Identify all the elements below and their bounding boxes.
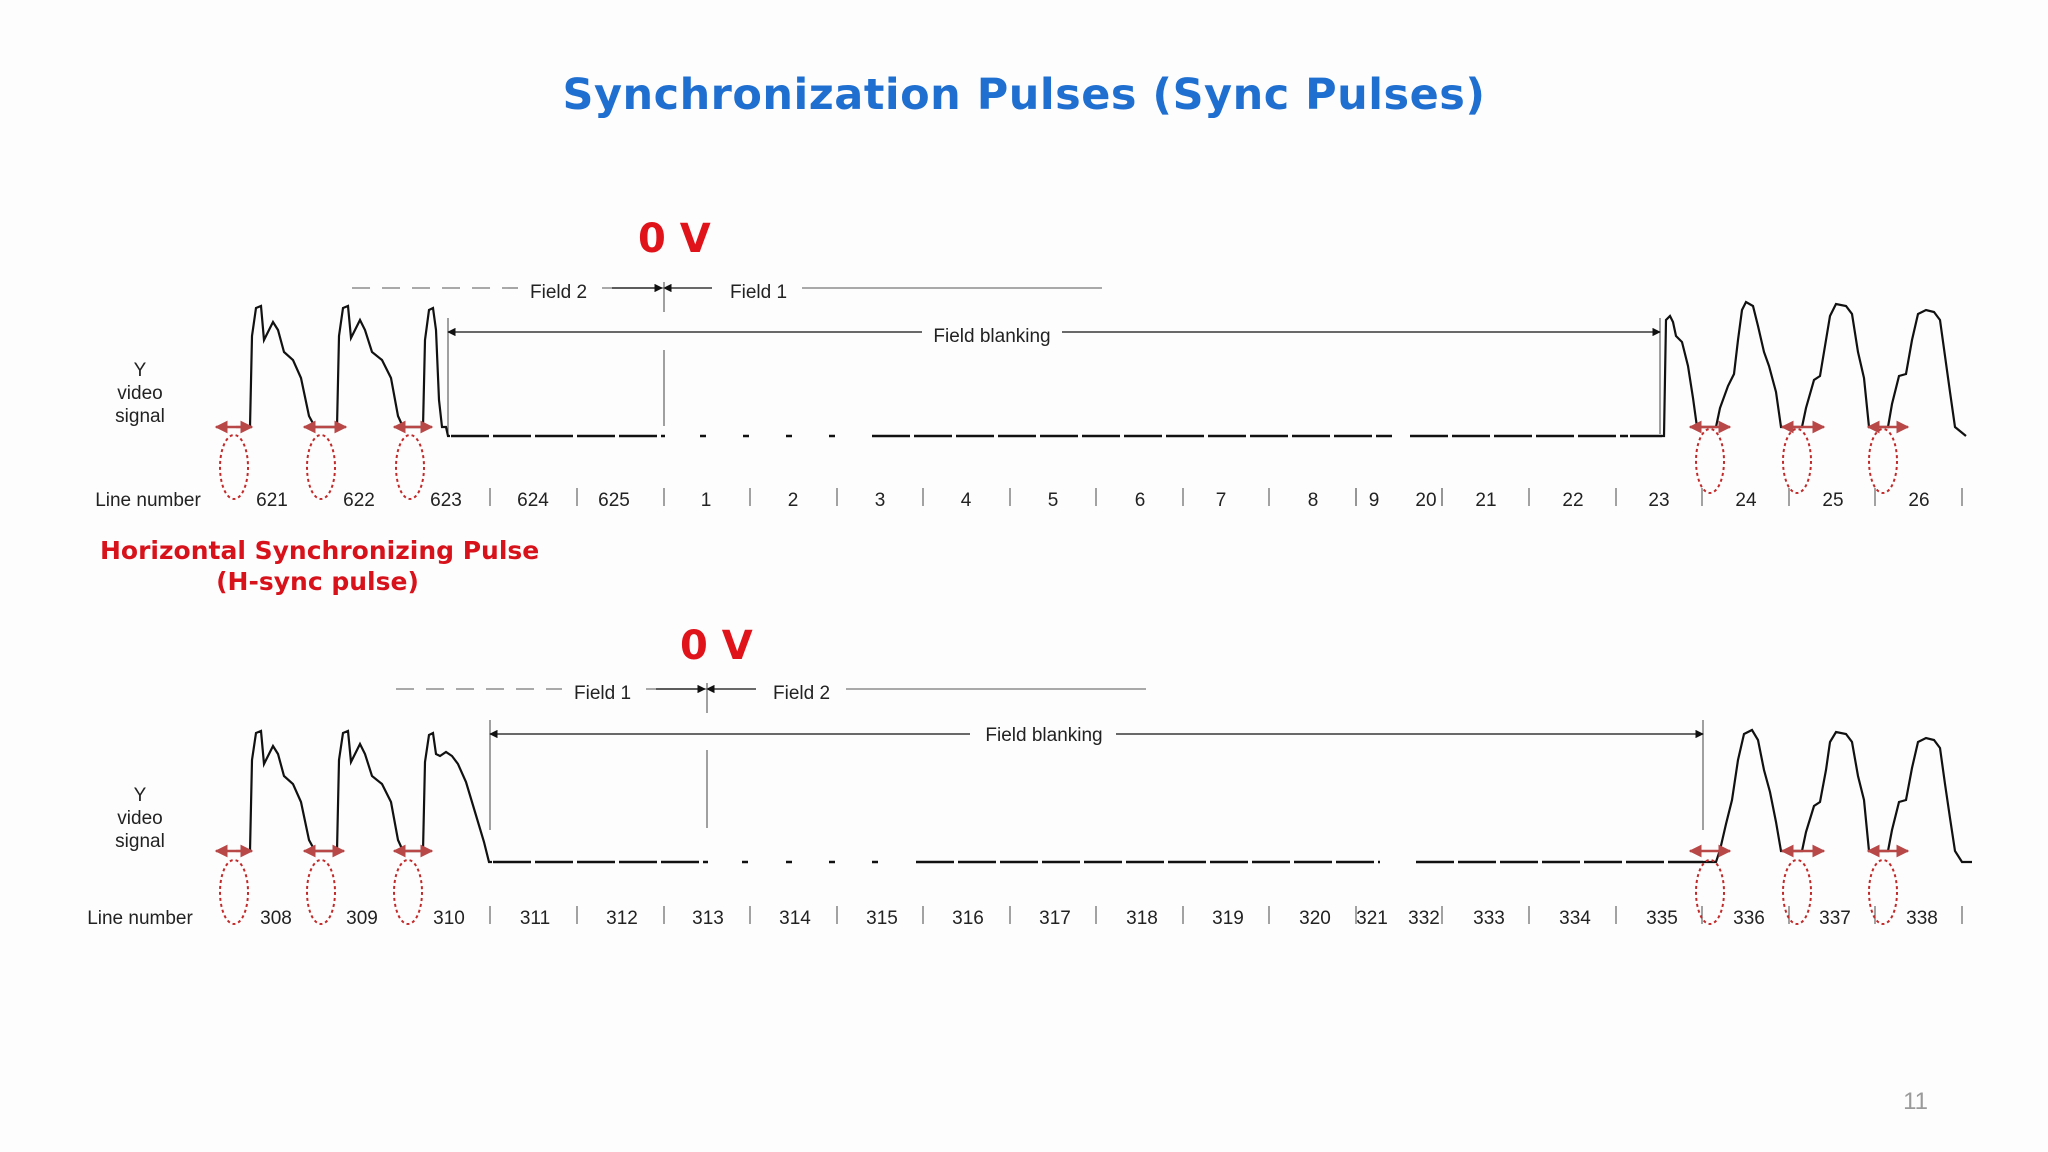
line-number: 622: [343, 490, 375, 511]
line-number: 308: [260, 908, 292, 929]
line-number-label: Line number: [87, 908, 193, 929]
hsync-ellipse: [1868, 428, 1898, 494]
line-number: 6: [1135, 490, 1146, 511]
line-number: 321: [1356, 908, 1388, 929]
line-number: 4: [961, 490, 972, 511]
line-number: 9: [1369, 490, 1380, 511]
hsync-highlight-ellipses: [219, 859, 1898, 925]
y-label-line3: signal: [115, 831, 165, 852]
hsync-ellipse: [1695, 428, 1725, 494]
line-number: 309: [346, 908, 378, 929]
zero-volt-label-top: 0 V: [638, 216, 711, 262]
hsync-ellipse: [393, 859, 423, 925]
line-number: 312: [606, 908, 638, 929]
line-number: 310: [433, 908, 465, 929]
line-number: 5: [1048, 490, 1059, 511]
y-label-line2: video: [117, 383, 162, 404]
line-number: 21: [1475, 490, 1496, 511]
line-number: 315: [866, 908, 898, 929]
line-number: 314: [779, 908, 811, 929]
y-video-waveform: [248, 300, 1967, 438]
line-number-ticks: [489, 488, 1963, 506]
line-number: 23: [1648, 490, 1669, 511]
hsync-ellipse: [219, 859, 249, 925]
diagram-top: Y video signal Line number Field 2 Field…: [95, 282, 1967, 511]
hsync-ellipse: [395, 434, 425, 500]
hsync-ellipse: [1695, 859, 1725, 925]
y-label-line1: Y: [134, 785, 147, 806]
hsync-annotation-line1: Horizontal Synchronizing Pulse: [100, 536, 540, 565]
line-number: 20: [1415, 490, 1436, 511]
page-number: 11: [1903, 1088, 1928, 1115]
zero-volt-label-bottom: 0 V: [680, 623, 753, 669]
hsync-annotation: Horizontal Synchronizing Pulse (H-sync p…: [100, 535, 540, 597]
line-number: 338: [1906, 908, 1938, 929]
hsync-ellipse: [306, 434, 336, 500]
hsync-ellipse: [1782, 428, 1812, 494]
line-number: 317: [1039, 908, 1071, 929]
line-number: 313: [692, 908, 724, 929]
line-number: 335: [1646, 908, 1678, 929]
line-number-ticks: [489, 906, 1963, 924]
line-number: 316: [952, 908, 984, 929]
hsync-ellipse: [219, 434, 249, 500]
y-label-line1: Y: [134, 360, 147, 381]
hsync-annotation-line2: (H-sync pulse): [216, 567, 419, 596]
field-blanking-label: Field blanking: [985, 725, 1102, 746]
line-number: 624: [517, 490, 549, 511]
diagram-bottom: Y video signal Line number Field 1 Field…: [87, 683, 1972, 929]
hsync-ellipse: [1782, 859, 1812, 925]
line-number-label: Line number: [95, 490, 201, 511]
line-number: 336: [1733, 908, 1765, 929]
line-number: 24: [1735, 490, 1757, 511]
line-number: 320: [1299, 908, 1331, 929]
line-number: 318: [1126, 908, 1158, 929]
line-number: 1: [701, 490, 712, 511]
line-number: 3: [875, 490, 886, 511]
line-number: 26: [1908, 490, 1929, 511]
line-number: 621: [256, 490, 288, 511]
line-number: 311: [520, 908, 550, 929]
line-numbers: 621 622 623 624 625 1 2 3 4 5 6 7 8 9 20…: [256, 490, 1929, 511]
y-label-line2: video: [117, 808, 162, 829]
hsync-ellipse: [1868, 859, 1898, 925]
line-number: 334: [1559, 908, 1591, 929]
slide-title: Synchronization Pulses (Sync Pulses): [562, 70, 1486, 120]
y-label-line3: signal: [115, 406, 165, 427]
line-number: 25: [1822, 490, 1843, 511]
line-number: 319: [1212, 908, 1244, 929]
line-number: 2: [788, 490, 799, 511]
hsync-highlight-ellipses: [219, 428, 1898, 500]
field-right-label: Field 1: [730, 282, 787, 303]
line-number: 333: [1473, 908, 1505, 929]
line-number: 337: [1819, 908, 1851, 929]
line-numbers: 308 309 310 311 312 313 314 315 316 317 …: [260, 908, 1938, 929]
line-number: 332: [1408, 908, 1440, 929]
y-video-waveform: [248, 728, 1972, 864]
line-number: 8: [1308, 490, 1319, 511]
field-left-label: Field 2: [530, 282, 587, 303]
field-right-label: Field 2: [773, 683, 830, 704]
line-number: 625: [598, 490, 630, 511]
field-blanking-label: Field blanking: [933, 326, 1050, 347]
hsync-ellipse: [306, 859, 336, 925]
field-left-label: Field 1: [574, 683, 631, 704]
line-number: 623: [430, 490, 462, 511]
line-number: 7: [1216, 490, 1227, 511]
line-number: 22: [1562, 490, 1583, 511]
